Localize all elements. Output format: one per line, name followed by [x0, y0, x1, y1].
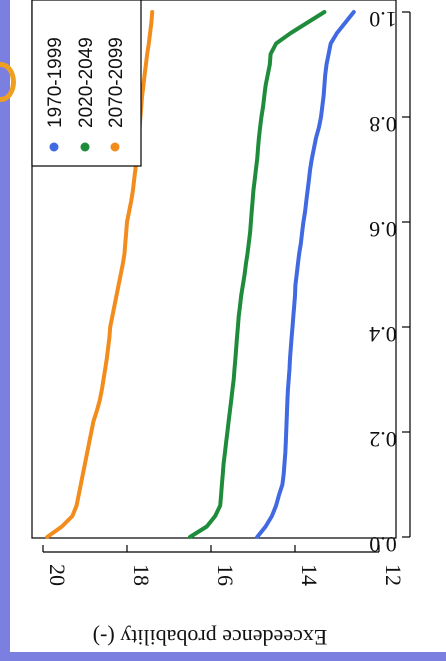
legend-label: 2020-2049 — [76, 37, 97, 128]
y-tick-label: 16 — [213, 564, 238, 586]
bottom-accent-strip — [0, 652, 446, 661]
plot-frame — [31, 0, 397, 539]
legend-marker — [110, 142, 120, 152]
x-axis-title: Exceedence probability (-) — [93, 625, 328, 650]
series-line-1970-1999 — [255, 10, 356, 539]
legend-marker — [49, 142, 59, 152]
x-tick-label: 0.0 — [369, 532, 397, 557]
x-tick-label: 0.8 — [369, 112, 397, 137]
legend-label: 1970-1999 — [45, 37, 66, 128]
left-accent-strip — [0, 0, 10, 661]
x-tick-label: 0.6 — [369, 217, 397, 242]
x-tick-label: 0.4 — [369, 322, 397, 347]
legend-box — [31, 0, 142, 167]
y-tick-label: 20 — [45, 564, 70, 586]
y-tick-label: 18 — [129, 564, 154, 586]
legend-marker — [80, 142, 90, 152]
x-tick-label: 0.2 — [369, 427, 397, 452]
x-tick-label: 1.0 — [369, 7, 397, 32]
series-line-2020-2049 — [188, 10, 327, 539]
y-tick-label: 14 — [297, 564, 322, 586]
partial-orange-marker — [0, 62, 16, 102]
series-line-2070-2099 — [45, 10, 155, 539]
legend-label: 2070-2099 — [106, 37, 127, 128]
y-tick-label: 12 — [381, 564, 406, 586]
